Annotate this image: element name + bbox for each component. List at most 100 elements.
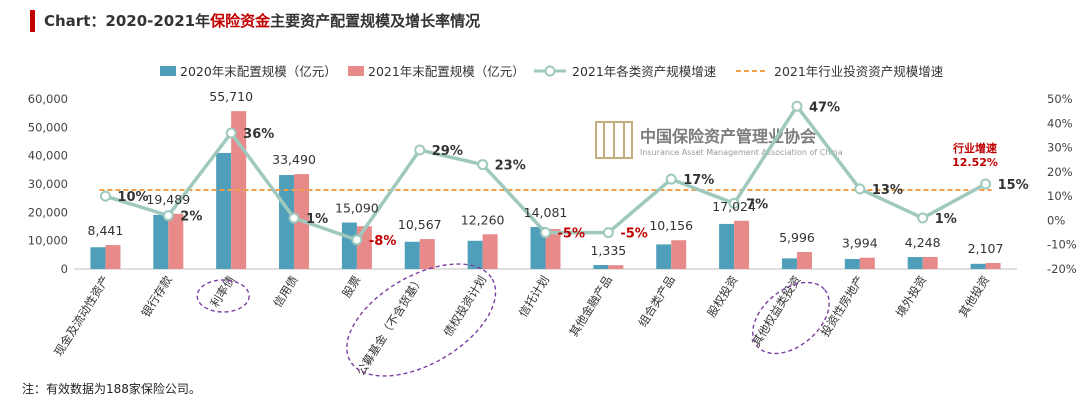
bar-2020: [970, 263, 986, 269]
growth-pct-label: 2%: [180, 210, 202, 225]
bar-2020: [656, 244, 672, 269]
y-left-tick-label: 0: [61, 262, 68, 276]
industry-label-title: 行业增速: [952, 141, 997, 155]
growth-pct-label: 17%: [683, 173, 714, 188]
y-left-tick-label: 50,000: [28, 120, 68, 134]
growth-pct-label: -8%: [369, 234, 396, 249]
growth-pct-label: -5%: [620, 227, 647, 242]
category-label: 信用债: [270, 273, 300, 310]
growth-point: [99, 190, 111, 202]
bar-value-label: 19,489: [146, 192, 190, 207]
bar-2020: [530, 226, 546, 269]
category-label: 利率债: [208, 273, 238, 310]
watermark-logo: 中国保险资产管理业协会 Insurance Asset Management A…: [595, 121, 843, 159]
growth-point: [791, 100, 803, 112]
growth-pct-label: 13%: [872, 183, 903, 198]
category-label: 其他金融产品: [566, 273, 614, 339]
legend: 2020年末配置规模（亿元） 2021年末配置规模（亿元） 2021年各类资产规…: [160, 64, 944, 79]
bar-value-label: 33,490: [272, 152, 316, 167]
bar-2021: [671, 240, 687, 269]
growth-point: [602, 227, 614, 239]
category-label: 公募基金（不含货基）: [353, 273, 426, 378]
y-right-tick-label: 40%: [1047, 116, 1073, 130]
y-left-tick-label: 30,000: [28, 177, 68, 191]
growth-point: [288, 212, 300, 224]
y-right-tick-label: -10%: [1047, 238, 1077, 252]
growth-pct-label: 15%: [998, 178, 1029, 193]
category-label: 境外投资: [893, 273, 929, 319]
bar-2021: [482, 234, 498, 269]
legend-label-growth: 2021年各类资产规模增速: [572, 64, 717, 79]
growth-pct-label: 1%: [306, 212, 328, 227]
y-right-tick-label: 0%: [1047, 213, 1065, 227]
bar-2020: [341, 222, 357, 269]
growth-point: [540, 227, 551, 239]
growth-point: [980, 178, 992, 190]
category-label: 组合类产品: [635, 273, 677, 329]
growth-pct-label: 10%: [117, 190, 148, 205]
y-right-tick-label: 50%: [1047, 92, 1073, 106]
growth-point: [225, 127, 237, 139]
bar-value-label: 3,994: [842, 236, 878, 251]
chart-area: 2020年末配置规模（亿元） 2021年末配置规模（亿元） 2021年各类资产规…: [28, 64, 1077, 378]
bar-2021: [419, 239, 435, 269]
growth-point: [162, 210, 174, 222]
page-title: Chart：2020-2021年保险资金主要资产配置规模及增长率情况: [44, 12, 481, 30]
category-label: 股权投资: [704, 273, 740, 319]
bar-value-label: 8,441: [88, 223, 124, 238]
bar-2021: [985, 263, 1001, 269]
bar-2021: [545, 229, 561, 269]
y-right-tick-label: 10%: [1047, 189, 1073, 203]
bar-2020: [153, 214, 169, 269]
legend-swatch-2021: [348, 66, 364, 76]
bar-2020: [844, 258, 860, 269]
bar-2020: [467, 240, 483, 269]
bar-2021: [859, 257, 875, 269]
y-left-tick-label: 10,000: [28, 234, 68, 248]
y-right-tick-label: -20%: [1047, 262, 1077, 276]
watermark-cn: 中国保险资产管理业协会: [640, 127, 816, 146]
bar-value-label: 14,081: [524, 205, 568, 220]
category-label: 其他投资: [956, 273, 992, 319]
growth-point: [854, 183, 866, 195]
bar-value-label: 12,260: [461, 212, 505, 227]
growth-point: [665, 173, 677, 185]
footnote: 注：有效数据为188家保险公司。: [22, 382, 201, 396]
category-label: 现金及流动性资产: [51, 273, 112, 358]
growth-pct-label: 1%: [935, 212, 957, 227]
circle-annotation-other-equity: [752, 281, 830, 355]
bar-2020: [719, 223, 735, 269]
bar-value-label: 4,248: [905, 235, 941, 250]
bar-value-label: 10,567: [398, 217, 442, 232]
bar-2021: [796, 252, 812, 269]
growth-point: [477, 159, 489, 171]
bar-2020: [593, 265, 609, 269]
category-label: 信托计划: [516, 273, 552, 319]
growth-pct-label: -5%: [558, 227, 585, 242]
bar-2021: [105, 245, 121, 269]
bar-2021: [168, 213, 184, 269]
bar-value-label: 5,996: [779, 230, 815, 245]
title-highlight: 保险资金: [210, 12, 271, 30]
title-accent-bar: [30, 10, 35, 32]
bar-value-label: 10,156: [649, 218, 693, 233]
legend-label-2021: 2021年末配置规模（亿元）: [368, 64, 525, 79]
growth-point: [917, 212, 929, 224]
legend-label-industry: 2021年行业投资资产规模增速: [774, 64, 944, 79]
growth-point: [728, 197, 740, 209]
bar-2020: [279, 175, 295, 269]
legend-marker-growth: [544, 65, 556, 77]
growth-point: [351, 234, 363, 246]
category-label: 银行存款: [139, 273, 176, 320]
y-left-tick-label: 60,000: [28, 92, 68, 106]
bar-2020: [90, 247, 106, 269]
bar-2020: [216, 152, 232, 269]
category-label: 投资性房地产: [818, 273, 866, 339]
bar-value-label: 2,107: [968, 241, 1004, 256]
legend-label-2020: 2020年末配置规模（亿元）: [180, 64, 337, 79]
growth-pct-label: 47%: [809, 100, 840, 115]
growth-point: [414, 144, 426, 156]
bar-value-label: 1,335: [590, 243, 626, 258]
growth-pct-label: 29%: [432, 144, 463, 159]
watermark-en: Insurance Asset Management Association o…: [640, 148, 843, 157]
